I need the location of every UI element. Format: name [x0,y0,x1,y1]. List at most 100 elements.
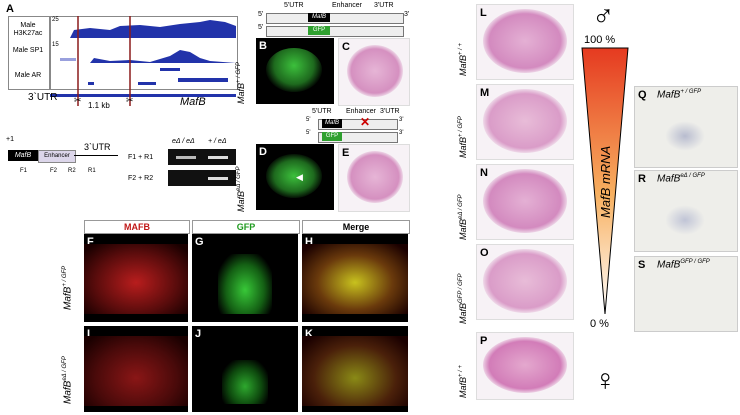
panel-m-image: M [476,84,574,160]
panel-n-image: N [476,164,574,240]
track-label-ar: Male AR [14,72,42,79]
track-max-h3k27ac: 25 [52,17,59,23]
allele-mid-5: 5' [306,117,311,123]
construct-utr-label: 3`UTR [84,142,111,152]
chip-tracks-svg [50,16,236,106]
panel-f-image: F [84,234,188,322]
panel-letter-o: O [480,247,489,259]
gel-panel: eΔ / eΔ + / eΔ F1 + R1 F2 + R2 [128,138,240,198]
track-label-column [8,16,50,90]
panel-letter-e: E [342,147,350,159]
primer-r1: R1 [88,168,96,174]
panel-b-image: B [256,38,334,104]
header-merge: Merge [302,220,410,234]
female-symbol-icon: ♀ [594,364,617,397]
scissors-icon: ✂ [126,95,134,105]
gene-box: MafB [8,150,38,161]
utr-label-a: 3`UTR [28,92,58,103]
genotype-label-s: MafBGFP / GFP [657,259,710,271]
primer-f1: F1 [20,168,28,174]
panel-letter-n: N [480,167,488,179]
allele-top-enhancer: Enhancer [332,2,362,9]
genotype-label-b: MafB+ / GFP [236,62,246,104]
panel-letter-r: R [638,173,646,185]
genotype-label-o: MafBGFP / GFP [458,273,468,324]
enhancer-deletion-icon: ✕ [360,115,371,129]
genotype-label-l: MafB+ / + [458,42,468,76]
h3k27ac-peaks [50,20,236,38]
allele-top-5utr: 5'UTR [284,2,304,9]
panel-letter-b: B [259,40,267,52]
allele-mid-gfp: GFP [322,132,342,141]
panel-letter-f: F [87,236,94,248]
panel-letter-p: P [480,335,488,347]
genotype-label-n: MafBeΔ / GFP [458,194,468,241]
panel-a: A Male H3K27ac Male SP1 Male AR 25 15 3`… [0,0,240,110]
panel-o-image: O [476,244,574,320]
gel-col-1: eΔ / eΔ [172,138,195,145]
panel-letter-g: G [195,236,204,248]
panel-c-image: C [338,38,410,106]
allele-diagram-mid: 5'UTR Enhancer 3'UTR 5' MafB ✕ 3' 5' GFP… [256,106,406,143]
track-area [50,16,238,90]
enhancer-box: Enhancer [38,150,76,163]
gradient-top-label: 100 % [584,34,616,46]
panel-r-image: R MafBeΔ / GFP [634,170,738,252]
mafb-gradient-triangle [581,47,629,315]
sp1-peaks [50,50,236,63]
construct-line [74,155,118,156]
genotype-label-f: MafB+ / GFP [62,265,74,310]
panel-k-image: K [302,326,408,412]
construct-diagram: +1 MafB Enhancer 3`UTR F1 F2 R2 R1 [0,130,240,190]
allele-top-gfp: GFP [308,26,330,35]
gel-row-2: F2 + R2 [128,175,154,182]
panel-letter-i: I [87,328,91,340]
allele-mid-5utr: 5'UTR [312,108,332,115]
panel-letter-k: K [305,328,313,340]
panel-letter-l: L [480,7,487,19]
gel-col-2: + / eΔ [208,138,227,145]
allele-top-5: 5' [258,11,264,18]
track-label-sp1: Male SP1 [12,47,44,54]
panel-letter-h: H [305,236,313,248]
gel-image-1 [168,149,236,165]
panel-letter-j: J [195,328,202,340]
allele-top-mafb: MafB [308,13,330,22]
distance-label: 1.1 kb [88,101,110,110]
panel-q-image: Q MafB+ / GFP [634,86,738,168]
gradient-axis-label: MafB mRNA [598,145,613,218]
gene-label-a: MafB [180,96,206,108]
genotype-label-i: MafBeΔ / GFP [62,356,74,404]
start-label: +1 [6,136,14,143]
gel-image-2 [168,170,236,186]
track-label-h3k27ac: Male H3K27ac [13,22,43,37]
track-max-sp1: 15 [52,42,59,48]
genotype-label-d: MafBeΔ / GFP [236,166,246,213]
panel-s-image: S MafBGFP / GFP [634,256,738,332]
allele-mid-enhancer: Enhancer [346,108,376,115]
primer-r2: R2 [68,168,76,174]
allele-mid-mafb: MafB [322,119,342,128]
panel-p-image: P [476,332,574,400]
panel-letter-s: S [638,259,646,271]
panel-letter-q: Q [638,89,647,101]
allele-mid-3: 3' [399,117,404,123]
allele-mid-5b: 5' [306,130,311,136]
scissors-icon: ✂ [74,95,82,105]
genotype-label-r: MafBeΔ / GFP [657,173,705,185]
panel-letter-c: C [342,41,350,53]
genotype-label-p: MafB+ / + [458,364,468,398]
gradient-bottom-label: 0 % [590,318,609,330]
panel-e-image: E [338,144,410,212]
allele-top-3utr: 3'UTR [374,2,394,9]
allele-mid-3b: 3' [399,130,404,136]
panel-letter-a: A [6,3,14,15]
male-symbol-icon: ♂ [592,0,615,33]
panel-letter-d: D [259,146,267,158]
panel-l-image: L [476,4,574,80]
allele-top-3: 3' [404,11,410,18]
panel-h-image: H [302,234,408,322]
panel-d-image: D ◀ [256,144,334,210]
allele-mid-3utr: 3'UTR [380,108,400,115]
primer-f2: F2 [50,168,58,174]
